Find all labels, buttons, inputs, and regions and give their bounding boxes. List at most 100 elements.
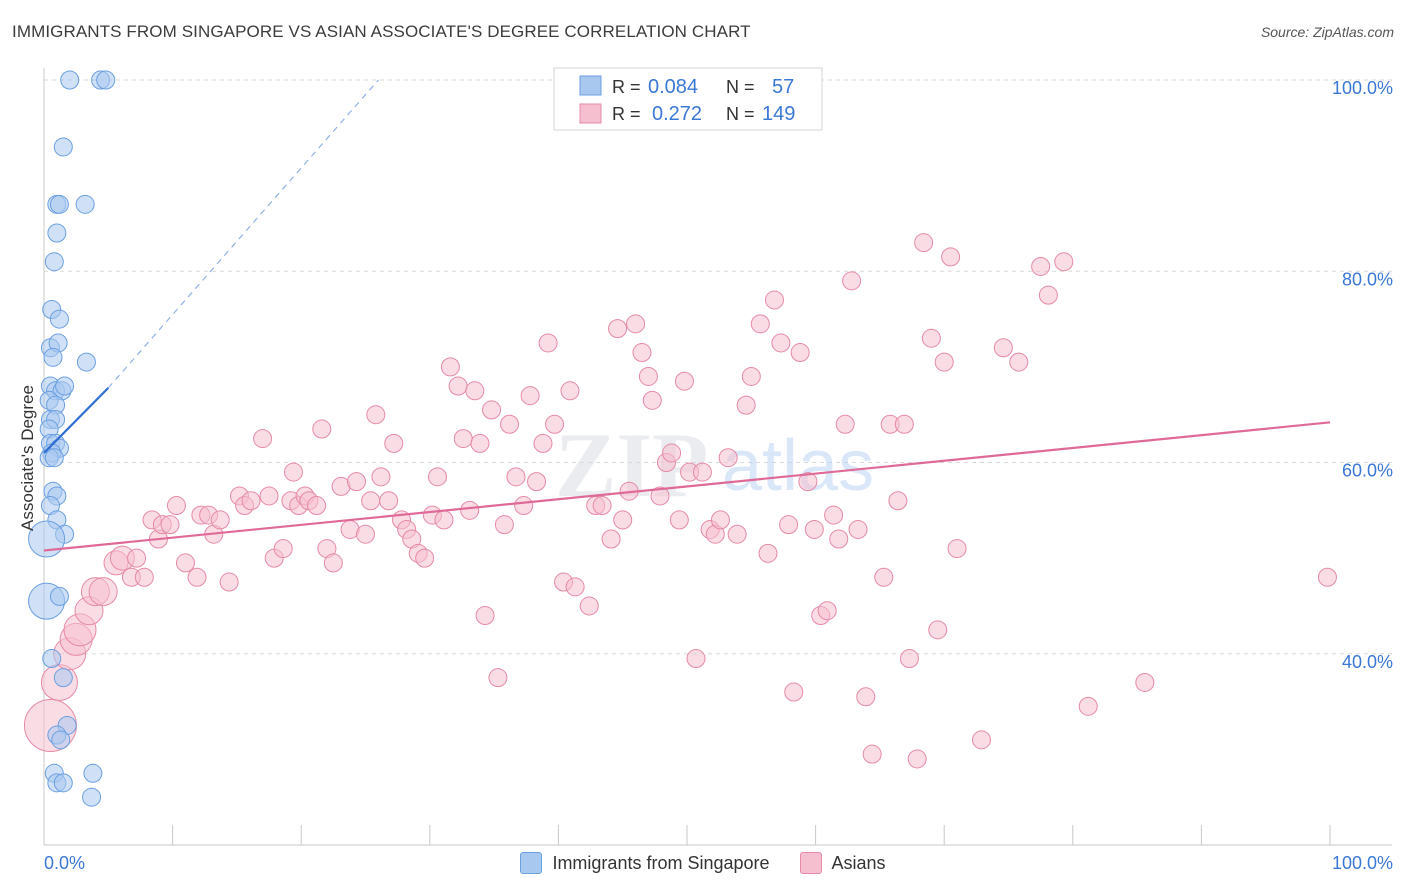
gridlines [44, 79, 1392, 655]
asians-point [662, 443, 682, 463]
asians-point [710, 510, 730, 530]
legend-n-value-1: 57 [772, 76, 794, 98]
asians-point [253, 429, 273, 449]
asians-point [560, 381, 580, 401]
legend-top: R = 0.084 N = 57 R = 0.272 N = 149 [553, 67, 823, 131]
singapore-points [28, 70, 116, 807]
legend-swatch-asians [579, 103, 602, 124]
singapore-point [60, 70, 80, 90]
chart-title: IMMIGRANTS FROM SINGAPORE VS ASIAN ASSOC… [12, 22, 751, 41]
asians-point [127, 548, 147, 568]
asians-point [241, 491, 261, 511]
asians-point [971, 730, 991, 750]
asians-point [379, 491, 399, 511]
singapore-trend-extension [107, 79, 379, 389]
asians-point [894, 414, 914, 434]
trend-lines [43, 79, 1331, 552]
asians-point [928, 620, 948, 640]
asians-point [642, 390, 662, 410]
asians-point [1078, 696, 1098, 716]
asians-point [346, 472, 366, 492]
asians-point [565, 577, 585, 597]
singapore-point [44, 448, 64, 468]
asians-point [579, 596, 599, 616]
legend-bottom: Immigrants from Singapore Asians [0, 852, 1406, 874]
asians-point [475, 606, 495, 625]
singapore-point [82, 787, 102, 807]
singapore-point [44, 252, 64, 272]
asians-point [434, 510, 454, 530]
y-tick-label: 100.0% [1332, 78, 1393, 98]
legend-r-value-1: 0.084 [648, 76, 698, 98]
watermark-atlas: atlas [722, 426, 874, 506]
asians-point [482, 400, 502, 420]
asians-point [993, 338, 1013, 358]
singapore-point [28, 520, 66, 558]
asians-point [533, 433, 553, 453]
asians-point [323, 553, 343, 573]
asians-point [545, 414, 565, 434]
asians-point [835, 414, 855, 434]
asians-point [361, 491, 381, 511]
asians-point [384, 433, 404, 453]
asians-point [686, 649, 706, 669]
asians-point [934, 352, 954, 372]
y-axis-label: Associate's Degree [18, 385, 37, 531]
asians-point [764, 290, 784, 310]
asians-point [804, 519, 824, 539]
legend-r-label-2: R = [612, 104, 641, 124]
legend-swatch-singapore [579, 75, 602, 96]
asians-point [741, 366, 761, 386]
asians-point [824, 505, 844, 525]
asians-point [856, 687, 876, 707]
asians-point [520, 386, 540, 406]
asians-point [592, 496, 612, 516]
asians-point [448, 376, 468, 396]
asians-point [538, 333, 558, 353]
asians-point [829, 529, 849, 549]
asians-point [669, 510, 689, 530]
asians-point [160, 515, 180, 535]
singapore-point [51, 730, 71, 750]
asians-point [888, 491, 908, 511]
asians-point [500, 414, 520, 434]
asians-point [674, 371, 694, 391]
singapore-point [49, 586, 69, 606]
asians-point [874, 567, 894, 587]
asians-point [1038, 285, 1058, 305]
asians-point [187, 567, 207, 587]
asians-point [219, 572, 239, 592]
singapore-point [96, 70, 116, 90]
asians-point [947, 539, 967, 559]
asians-point [494, 515, 514, 535]
asians-point [718, 448, 738, 468]
singapore-trend-line [43, 387, 110, 454]
source-label: Source: ZipAtlas.com [1260, 24, 1394, 40]
asians-point [415, 548, 435, 568]
legend-label-singapore: Immigrants from Singapore [552, 852, 770, 873]
asians-point [1054, 252, 1074, 272]
asians-point [899, 649, 919, 669]
singapore-point [47, 223, 67, 243]
singapore-point [53, 773, 73, 793]
asians-point [921, 328, 941, 348]
asians-point [779, 515, 799, 535]
asians-point [312, 419, 332, 439]
legend-n-label-1: N = [726, 77, 755, 97]
asians-point [175, 553, 195, 573]
y-tick-label: 80.0% [1342, 269, 1393, 289]
asians-point [727, 524, 747, 544]
asians-point [758, 543, 778, 563]
asians-point [608, 319, 628, 339]
asians-point [650, 486, 670, 506]
asians-point [506, 467, 526, 487]
singapore-point [49, 194, 69, 214]
asians-point [1031, 256, 1051, 276]
asians-point [428, 467, 448, 487]
singapore-point [53, 668, 73, 688]
asians-point [692, 462, 712, 482]
asians-point [514, 496, 534, 516]
x-tick-label-min: 0.0% [44, 853, 85, 873]
asians-point [1317, 567, 1337, 587]
singapore-point [55, 376, 75, 396]
